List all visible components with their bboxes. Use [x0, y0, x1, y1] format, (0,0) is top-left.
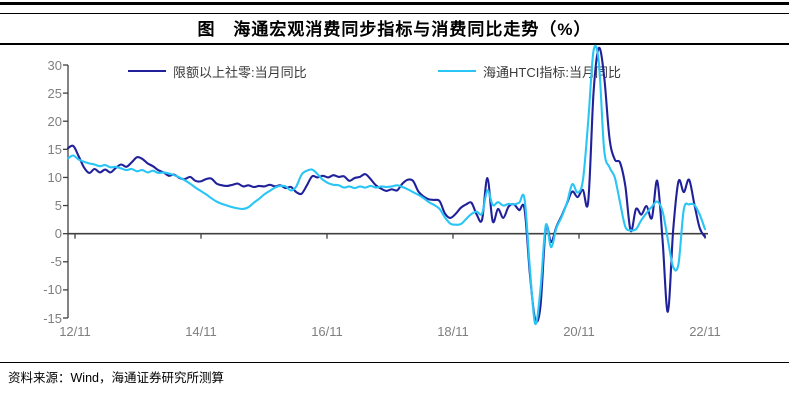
- title-bottom-rule: [0, 43, 789, 45]
- legend-entry-htci: 海通HTCI指标:当月同比: [438, 63, 621, 80]
- x-tick-label: 20/11: [563, 324, 595, 339]
- source-divider-rule: [0, 362, 789, 364]
- x-tick-label: 22/11: [689, 324, 721, 339]
- y-tick-label: 25: [47, 85, 62, 101]
- y-tick-label: 20: [47, 113, 62, 129]
- figure-title: 图 海通宏观消费同步指标与消费同比走势（%）: [197, 20, 592, 39]
- top-rule-thick: [0, 2, 789, 5]
- x-tick-label: 12/11: [59, 324, 91, 339]
- series-line-1: [66, 44, 707, 325]
- navy-line-swatch: [128, 70, 166, 72]
- x-tick-label: 14/11: [185, 324, 217, 339]
- cyan-line-swatch: [438, 70, 476, 72]
- y-tick-label: 5: [54, 198, 62, 214]
- y-tick-label: 10: [47, 169, 62, 185]
- y-tick-label: 30: [47, 57, 62, 73]
- source-note: 资料来源：Wind，海通证券研究所测算: [8, 371, 224, 385]
- series-line-0: [66, 46, 707, 323]
- y-tick-label: 0: [54, 226, 62, 242]
- y-tick-label: -15: [43, 310, 62, 326]
- top-rule-thin: [0, 13, 789, 15]
- y-tick-label: -5: [50, 254, 62, 270]
- y-tick-label: -10: [43, 282, 62, 298]
- line-chart-canvas: [63, 44, 708, 325]
- y-tick-label: 15: [47, 141, 62, 157]
- legend-entry-retail: 限额以上社零:当月同比: [128, 63, 307, 80]
- x-tick-label: 18/11: [437, 324, 469, 339]
- x-tick-label: 16/11: [311, 324, 343, 339]
- legend-label-retail: 限额以上社零:当月同比: [173, 64, 307, 80]
- legend-label-htci: 海通HTCI指标:当月同比: [483, 64, 621, 80]
